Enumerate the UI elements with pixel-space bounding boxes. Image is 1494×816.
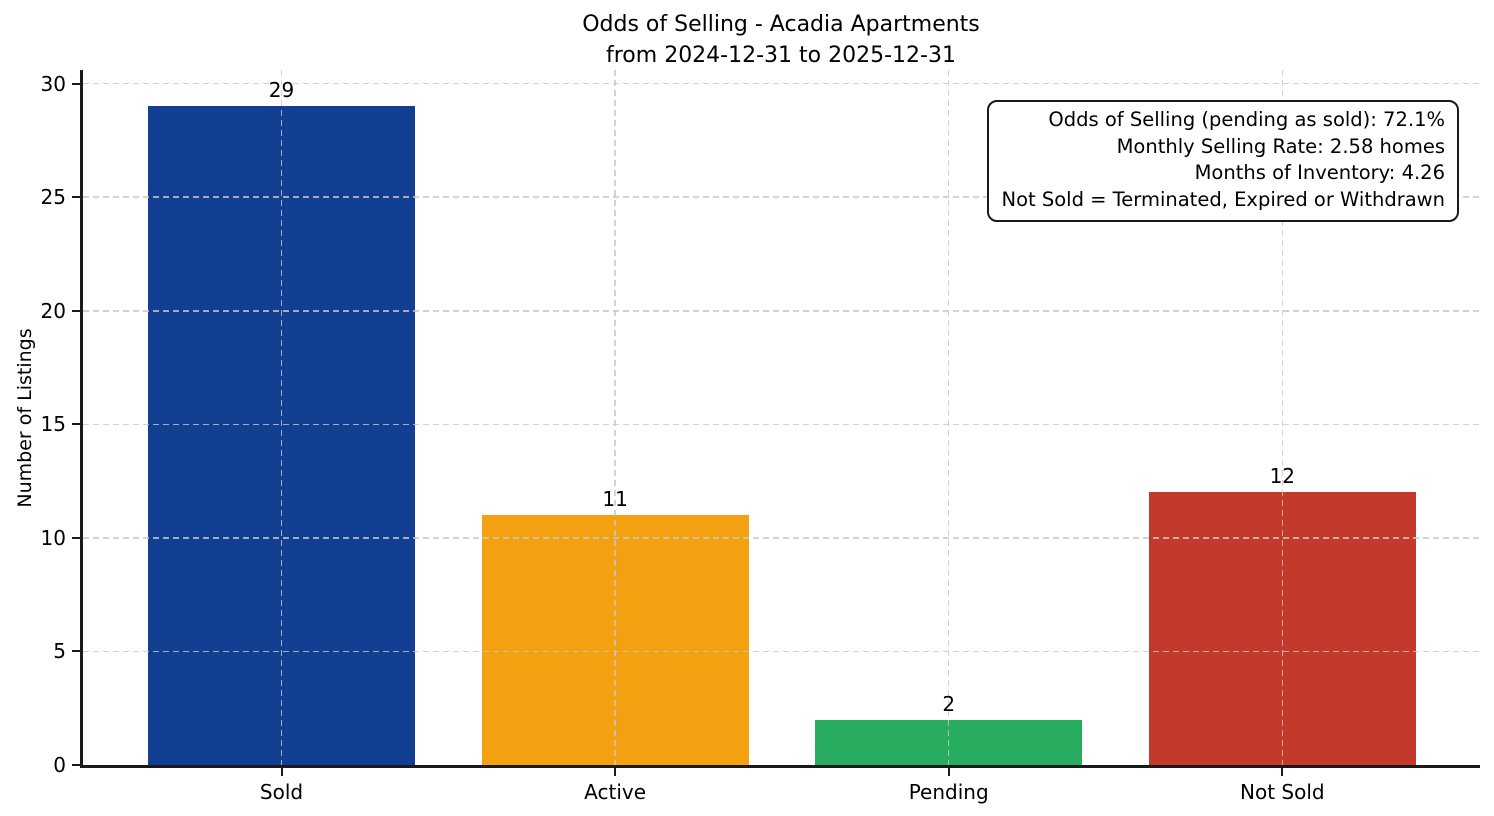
x-tick-label-active: Active bbox=[584, 779, 647, 804]
y-tick-25 bbox=[72, 196, 81, 199]
y-tick-0 bbox=[72, 764, 81, 766]
vertical-gridline-active bbox=[614, 70, 616, 765]
vertical-gridline-sold bbox=[280, 70, 283, 765]
vertical-gridline-pending bbox=[947, 70, 950, 765]
horizontal-gridline-15 bbox=[83, 423, 1480, 426]
bar-value-not-sold: 12 bbox=[1269, 464, 1296, 489]
y-tick-label-20: 20 bbox=[40, 298, 66, 323]
chart-title-line-2: from 2024-12-31 to 2025-12-31 bbox=[606, 43, 956, 68]
x-tick-active bbox=[614, 767, 617, 776]
horizontal-gridline-30 bbox=[83, 82, 1480, 85]
x-tick-label-sold: Sold bbox=[259, 779, 304, 804]
y-tick-10 bbox=[72, 536, 81, 539]
x-axis-spine bbox=[80, 765, 1480, 768]
bar-value-active: 11 bbox=[602, 487, 628, 512]
y-tick-label-5: 5 bbox=[53, 639, 66, 664]
y-tick-label-30: 30 bbox=[40, 71, 66, 96]
y-tick-label-10: 10 bbox=[40, 525, 66, 550]
horizontal-gridline-25 bbox=[83, 196, 1480, 198]
annotation-monthly-selling-rate: Monthly Selling Rate: 2.58 homes bbox=[1116, 134, 1445, 158]
stats-annotation-box: Odds of Selling (pending as sold): 72.1%… bbox=[987, 100, 1459, 222]
bar-value-sold: 29 bbox=[268, 78, 295, 103]
y-axis-spine bbox=[80, 70, 83, 768]
annotation-not-sold-definition: Not Sold = Terminated, Expired or Withdr… bbox=[1001, 187, 1445, 211]
annotation-odds-of-selling: Odds of Selling (pending as sold): 72.1% bbox=[1048, 108, 1445, 131]
horizontal-gridline-10 bbox=[83, 537, 1480, 539]
bar-value-pending: 2 bbox=[942, 691, 956, 716]
x-tick-label-pending: Pending bbox=[908, 779, 989, 804]
y-tick-30 bbox=[72, 82, 81, 85]
y-tick-label-15: 15 bbox=[40, 412, 66, 437]
x-tick-label-not-sold: Not Sold bbox=[1240, 779, 1325, 804]
annotation-months-of-inventory: Months of Inventory: 4.26 bbox=[1194, 161, 1445, 184]
y-tick-15 bbox=[72, 423, 81, 426]
horizontal-gridline-5 bbox=[83, 650, 1480, 653]
chart-title: Odds of Selling - Acadia Apartments from… bbox=[582, 9, 980, 71]
chart-title-line-1: Odds of Selling - Acadia Apartments bbox=[582, 12, 980, 37]
x-tick-sold bbox=[280, 767, 283, 776]
x-tick-pending bbox=[947, 767, 950, 776]
y-tick-label-0: 0 bbox=[53, 753, 66, 777]
y-tick-5 bbox=[72, 650, 81, 653]
x-tick-not-sold bbox=[1281, 767, 1284, 776]
horizontal-gridline-20 bbox=[83, 310, 1480, 312]
y-tick-20 bbox=[72, 309, 81, 312]
y-tick-label-25: 25 bbox=[40, 185, 66, 210]
vertical-gridline-not-sold bbox=[1281, 70, 1284, 765]
